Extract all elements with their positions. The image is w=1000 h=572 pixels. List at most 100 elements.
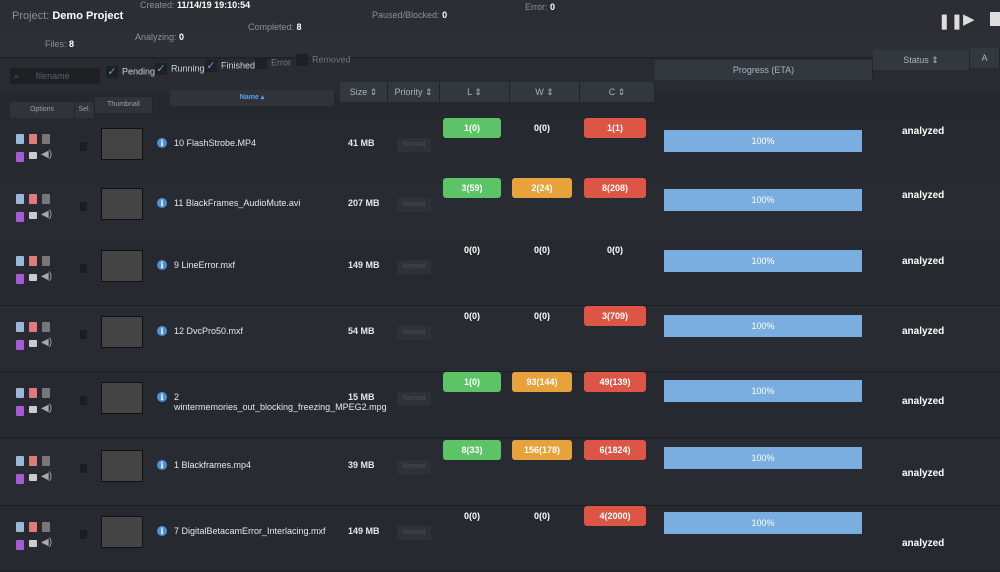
select-checkbox[interactable] [80,142,87,151]
select-checkbox[interactable] [80,202,87,211]
column-w[interactable]: W ⇕ [510,82,580,102]
select-checkbox[interactable] [80,396,87,405]
pdf-icon[interactable] [29,256,37,266]
column-priority[interactable]: Priority ⇕ [388,82,440,102]
table-row[interactable]: ◀) i 1 Blackframes.mp4 39 MB Normal 8(33… [0,440,1000,506]
info-icon[interactable]: i [157,392,167,402]
column-size[interactable]: Size ⇕ [340,82,388,102]
report-icon[interactable] [16,474,24,484]
thumbnail[interactable] [101,128,143,160]
file-name[interactable]: 12 DvcPro50.mxf [174,326,244,336]
audio-icon[interactable]: ◀) [41,403,53,414]
table-row[interactable]: ◀) i 12 DvcPro50.mxf 54 MB Normal 0(0) 0(… [0,306,1000,372]
report-icon[interactable] [16,274,24,284]
filter-running[interactable]: ✓ Running [155,63,205,75]
file-name[interactable]: 2 wintermemories_out_blocking_freezing_M… [174,392,387,412]
info-icon[interactable]: i [157,260,167,270]
select-checkbox[interactable] [80,330,87,339]
pdf-icon[interactable] [29,456,37,466]
audio-icon[interactable]: ◀) [41,537,53,548]
column-l[interactable]: L ⇕ [440,82,510,102]
report-icon[interactable] [16,212,24,222]
film-icon[interactable] [42,322,50,332]
pause-icon[interactable]: ❚❚ [938,13,964,30]
film-icon[interactable] [42,256,50,266]
file-name[interactable]: 11 BlackFrames_AudioMute.avi [174,198,301,208]
search-input[interactable]: ⌕ filename [10,68,100,84]
priority-select[interactable]: Normal [397,138,431,152]
report-icon[interactable] [16,340,24,350]
filter-removed[interactable]: Removed [296,54,351,66]
pdf-icon[interactable] [29,388,37,398]
file-icon[interactable] [16,522,24,532]
file-icon[interactable] [16,456,24,466]
mail-icon[interactable] [29,212,37,219]
column-name[interactable]: Name ▴ [170,90,335,106]
info-icon[interactable]: i [157,198,167,208]
report-icon[interactable] [16,152,24,162]
file-name[interactable]: 10 FlashStrobe.MP4 [174,138,257,148]
table-row[interactable]: ◀) i 9 LineError.mxf 149 MB Normal 0(0) 0… [0,240,1000,306]
film-icon[interactable] [42,456,50,466]
info-icon[interactable]: i [157,460,167,470]
mail-icon[interactable] [29,406,37,413]
priority-select[interactable]: Normal [397,392,431,406]
priority-select[interactable]: Normal [397,460,431,474]
file-name[interactable]: 1 Blackframes.mp4 [174,460,252,470]
file-icon[interactable] [16,134,24,144]
priority-select[interactable]: Normal [397,260,431,274]
select-checkbox[interactable] [80,264,87,273]
pdf-icon[interactable] [29,134,37,144]
thumbnail[interactable] [101,316,143,348]
file-name[interactable]: 7 DigitalBetacamError_Interlacing.mxf [174,526,326,536]
file-icon[interactable] [16,322,24,332]
filter-finished[interactable]: ✓ Finished [205,60,255,72]
table-row[interactable]: ◀) i 10 FlashStrobe.MP4 41 MB Normal 1(0… [0,118,1000,184]
thumbnail[interactable] [101,382,143,414]
audio-icon[interactable]: ◀) [41,471,53,482]
play-icon[interactable]: ▶ [963,11,975,28]
audio-icon[interactable]: ◀) [41,209,53,220]
column-status[interactable]: Status ⇕ [873,50,970,70]
film-icon[interactable] [42,522,50,532]
thumbnail[interactable] [101,516,143,548]
info-icon[interactable]: i [157,526,167,536]
filter-error[interactable]: Error [255,57,291,69]
mail-icon[interactable] [29,152,37,159]
file-icon[interactable] [16,388,24,398]
thumbnail[interactable] [101,450,143,482]
mail-icon[interactable] [29,474,37,481]
stop-icon[interactable] [990,12,1000,26]
pdf-icon[interactable] [29,194,37,204]
mail-icon[interactable] [29,340,37,347]
table-row[interactable]: ◀) i 2 wintermemories_out_blocking_freez… [0,372,1000,438]
pdf-icon[interactable] [29,322,37,332]
priority-select[interactable]: Normal [397,526,431,540]
audio-icon[interactable]: ◀) [41,149,53,160]
filter-pending[interactable]: ✓ Pending [106,66,155,78]
report-icon[interactable] [16,406,24,416]
film-icon[interactable] [42,388,50,398]
report-icon[interactable] [16,540,24,550]
audio-icon[interactable]: ◀) [41,271,53,282]
table-row[interactable]: ◀) i 7 DigitalBetacamError_Interlacing.m… [0,506,1000,572]
column-a[interactable]: A [970,48,1000,68]
column-c[interactable]: C ⇕ [580,82,655,102]
mail-icon[interactable] [29,540,37,547]
select-checkbox[interactable] [80,530,87,539]
select-checkbox[interactable] [80,464,87,473]
pdf-icon[interactable] [29,522,37,532]
audio-icon[interactable]: ◀) [41,337,53,348]
file-name[interactable]: 9 LineError.mxf [174,260,236,270]
thumbnail[interactable] [101,250,143,282]
info-icon[interactable]: i [157,326,167,336]
priority-select[interactable]: Normal [397,326,431,340]
film-icon[interactable] [42,194,50,204]
priority-select[interactable]: Normal [397,198,431,212]
film-icon[interactable] [42,134,50,144]
thumbnail[interactable] [101,188,143,220]
info-icon[interactable]: i [157,138,167,148]
table-row[interactable]: ◀) i 11 BlackFrames_AudioMute.avi 207 MB… [0,178,1000,244]
column-progress[interactable]: Progress (ETA) [655,60,873,80]
file-icon[interactable] [16,256,24,266]
